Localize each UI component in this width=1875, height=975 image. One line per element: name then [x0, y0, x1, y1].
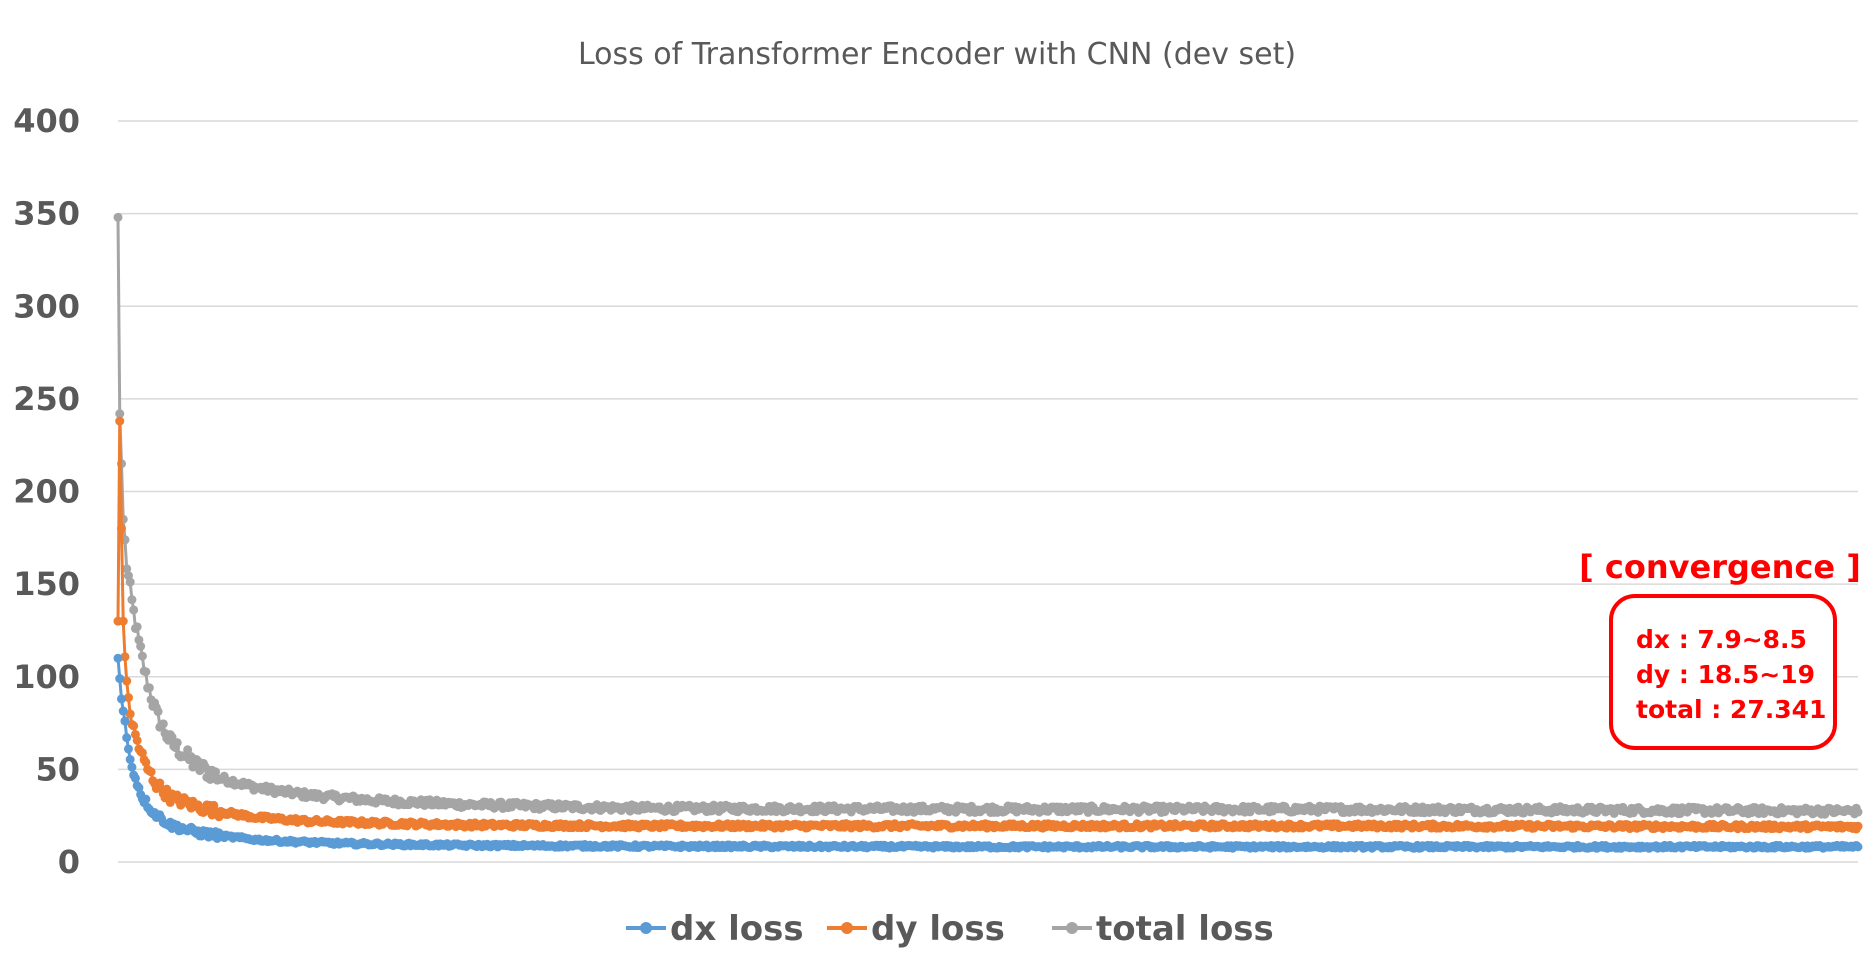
point-total-loss-18	[144, 683, 154, 693]
legend-item-dy: dy loss	[827, 909, 1005, 949]
point-dy-loss-9	[129, 721, 139, 731]
y-tick-label-400: 400	[13, 102, 80, 140]
point-total-loss-16	[141, 667, 151, 677]
point-dy-loss-999	[1853, 821, 1863, 831]
legend-marker-dy	[841, 922, 853, 934]
annotation-line-dy: dy : 18.5~19	[1636, 660, 1815, 689]
point-dy-loss-11	[132, 735, 142, 745]
point-dy-loss-6	[123, 693, 133, 703]
point-dx-loss-2	[116, 694, 126, 704]
point-dx-loss-6	[123, 744, 133, 754]
point-total-loss-8	[127, 595, 137, 605]
legend-marker-dx	[640, 922, 652, 934]
point-total-loss-999	[1853, 807, 1863, 817]
point-dy-loss-19	[146, 767, 156, 777]
point-total-loss-40	[183, 745, 193, 755]
series-line-dy-loss	[116, 419, 1860, 831]
point-dx-loss-7	[125, 754, 135, 764]
series-total-loss	[113, 212, 1863, 819]
y-tick-label-50: 50	[35, 750, 80, 788]
point-dx-loss-999	[1853, 842, 1863, 852]
chart-title: Loss of Transformer Encoder with CNN (de…	[578, 37, 1296, 72]
point-total-loss-13	[136, 641, 146, 651]
series-markers-dy-loss	[113, 416, 1863, 834]
y-tick-label-350: 350	[13, 195, 80, 233]
annotation-title: [ convergence ]	[1579, 548, 1861, 586]
annotation-line-total: total : 27.341	[1636, 695, 1826, 724]
legend-item-total: total loss	[1052, 909, 1274, 949]
point-dx-loss-3	[118, 706, 128, 716]
point-total-loss-26	[158, 719, 168, 729]
y-tick-label-200: 200	[13, 473, 80, 511]
point-dy-loss-1	[115, 416, 125, 426]
y-tick-label-250: 250	[13, 380, 80, 418]
y-tick-label-0: 0	[58, 843, 80, 881]
legend-label-dy: dy loss	[871, 909, 1005, 949]
point-dx-loss-0	[113, 653, 123, 663]
point-total-loss-31	[167, 732, 177, 742]
series-markers-total-loss	[113, 212, 1863, 819]
legend-marker-total	[1066, 922, 1078, 934]
point-dx-loss-4	[120, 716, 130, 726]
point-dy-loss-2	[116, 524, 126, 534]
gridlines	[118, 120, 1858, 863]
point-total-loss-34	[172, 738, 182, 748]
point-total-loss-56	[211, 767, 221, 777]
annotation-line-dx: dx : 7.9~8.5	[1636, 625, 1807, 654]
point-dy-loss-4	[120, 652, 130, 662]
point-dx-loss-1	[115, 674, 125, 684]
point-total-loss-11	[132, 622, 142, 632]
convergence-annotation: [ convergence ] dx : 7.9~8.5 dy : 18.5~1…	[1579, 548, 1861, 750]
point-dy-loss-3	[118, 616, 128, 626]
y-tick-label-100: 100	[13, 658, 80, 696]
point-dx-loss-8	[127, 762, 137, 772]
point-total-loss-23	[153, 707, 163, 717]
point-total-loss-1	[115, 409, 125, 419]
legend-item-dx: dx loss	[626, 909, 804, 949]
point-total-loss-0	[113, 212, 123, 222]
point-dy-loss-14	[137, 748, 147, 758]
legend: dx loss dy loss total loss	[626, 909, 1274, 949]
legend-label-dx: dx loss	[670, 909, 804, 949]
point-dy-loss-16	[141, 757, 151, 767]
point-dx-loss-5	[122, 733, 132, 743]
point-total-loss-9	[129, 605, 139, 615]
y-tick-label-150: 150	[13, 565, 80, 603]
point-dx-loss-16	[141, 794, 151, 804]
point-dy-loss-7	[125, 709, 135, 719]
y-axis-tick-labels: 0 50 100 150 200 250 300 350 400	[13, 102, 80, 881]
point-total-loss-7	[125, 577, 135, 587]
y-tick-label-300: 300	[13, 287, 80, 325]
point-total-loss-5	[122, 564, 132, 574]
legend-label-total: total loss	[1096, 909, 1274, 949]
point-dy-loss-5	[122, 676, 132, 686]
point-total-loss-14	[137, 651, 147, 661]
series-layer	[113, 212, 1863, 853]
series-dy-loss	[113, 416, 1863, 834]
